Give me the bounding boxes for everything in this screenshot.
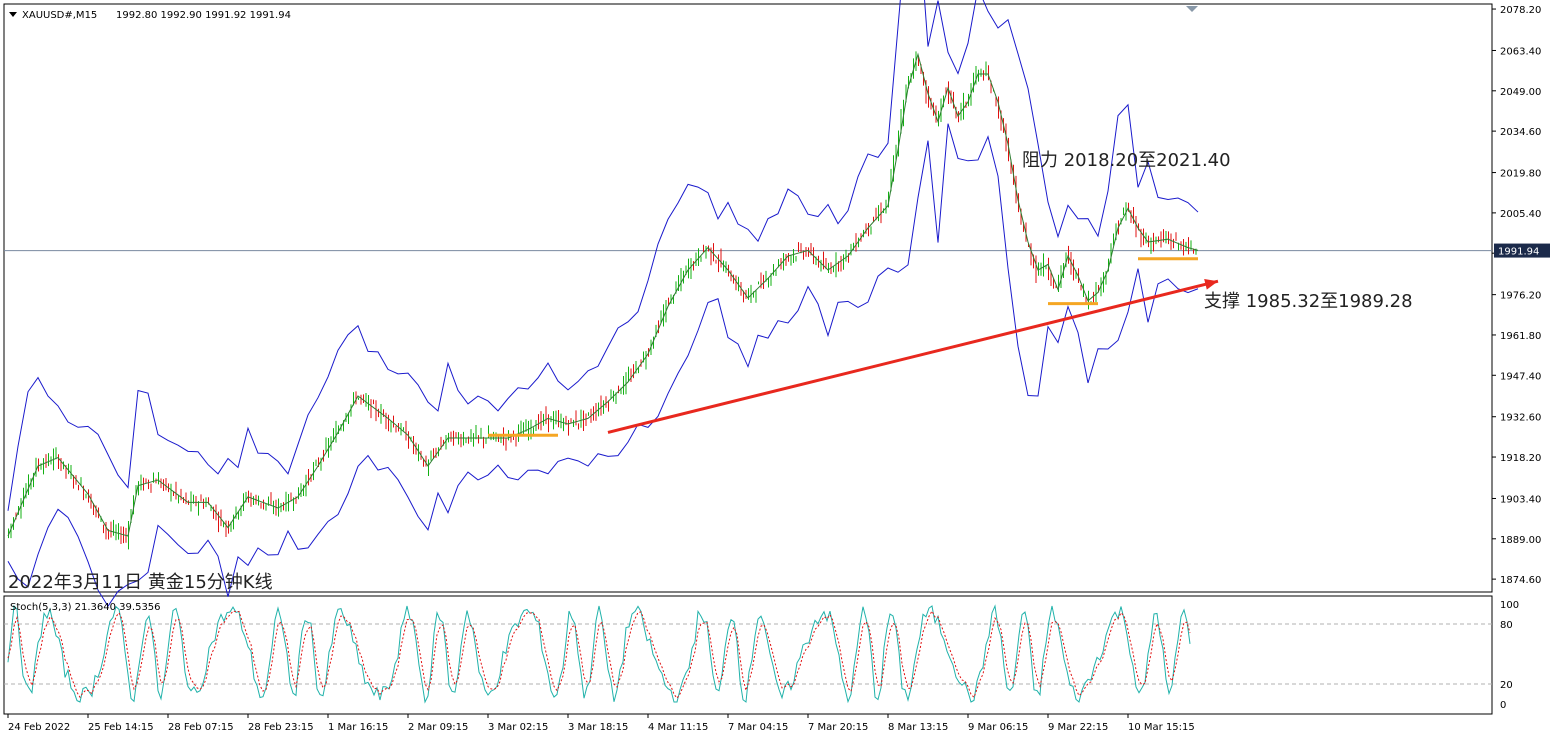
x-tick-label: 1 Mar 16:15 [328,722,388,733]
y-tick-label: 1947.40 [1500,371,1541,382]
stoch-y-label: 100 [1500,600,1519,611]
y-tick-label: 1976.20 [1500,291,1541,302]
stoch-main-line [7,604,1191,704]
stoch-y-label: 20 [1500,680,1513,691]
last-price-tag [1494,243,1550,258]
y-tick-label: 1889.00 [1500,535,1541,546]
symbol-label: XAUUSD#,M15 [22,10,97,21]
stoch-layer [4,604,1492,704]
lower-band [7,123,1199,608]
axis-layer: 1874.60 1889.00 1903.40 1918.20 1932.60 1947.… [7,5,1550,733]
chart-shift-icon[interactable] [1186,6,1198,12]
y-tick-label: 1932.60 [1500,413,1541,424]
x-tick-label: 3 Mar 02:15 [488,722,548,733]
x-tick-label: 3 Mar 18:15 [568,722,628,733]
stoch-y-label: 80 [1500,620,1513,631]
x-tick-label: 9 Mar 06:15 [968,722,1028,733]
y-tick-label: 2019.80 [1500,169,1541,180]
x-tick-label: 10 Mar 15:15 [1128,722,1195,733]
x-tick-label: 2 Mar 09:15 [408,722,468,733]
y-tick-label: 1918.20 [1500,453,1541,464]
x-tick-label: 7 Mar 20:15 [808,722,868,733]
trend-arrow [1204,279,1218,290]
stoch-title: Stoch(5,3,3) 21.3640 39.5356 [10,602,161,613]
stoch-y-label: 0 [1500,700,1506,711]
x-tick-label: 4 Mar 11:15 [648,722,708,733]
y-tick-label: 2049.00 [1500,87,1541,98]
x-tick-label: 24 Feb 2022 [8,722,70,733]
x-tick-label: 28 Feb 23:15 [248,722,314,733]
support-label: 支撑 1985.32至1989.28 [1204,291,1413,312]
dropdown-triangle-icon[interactable] [9,12,17,17]
ohlc-label: 1992.80 1992.90 1991.92 1991.94 [116,10,291,21]
y-tick-label: 1874.60 [1500,575,1541,586]
x-tick-label: 7 Mar 04:15 [728,722,788,733]
chart-title: 2022年3月11日 黄金15分钟K线 [8,572,273,593]
x-tick-label: 25 Feb 14:15 [88,722,154,733]
main-layer [4,0,1492,608]
x-tick-label: 8 Mar 13:15 [888,722,948,733]
y-tick-label: 1903.40 [1500,494,1541,505]
resistance-label: 阻力 2018.20至2021.40 [1022,150,1231,171]
trend-line [607,279,1219,434]
stoch-panel [3,595,1493,715]
last-price-label: 1991.94 [1498,247,1539,258]
upper-band [7,0,1199,511]
stoch-signal-line [7,610,1191,699]
x-tick-label: 9 Mar 22:15 [1048,722,1108,733]
y-tick-label: 2005.40 [1500,209,1541,220]
y-tick-label: 2034.60 [1500,127,1541,138]
y-tick-label: 2063.40 [1500,46,1541,57]
moving-average [7,52,1199,537]
x-tick-label: 28 Feb 07:15 [168,722,234,733]
y-tick-label: 2078.20 [1500,5,1541,16]
y-tick-label: 1961.80 [1500,331,1541,342]
